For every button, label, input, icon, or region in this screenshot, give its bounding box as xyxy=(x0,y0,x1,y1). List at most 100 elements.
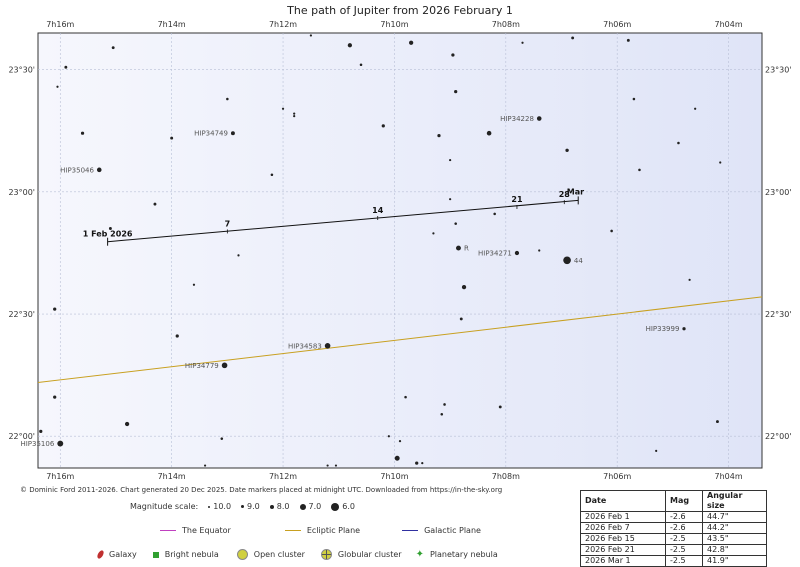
table-cell: 43.5" xyxy=(702,533,767,545)
chart-title: The path of Jupiter from 2026 February 1 xyxy=(287,4,513,17)
star xyxy=(536,116,542,121)
ra-tick-label-top: 7h08m xyxy=(492,20,520,29)
star xyxy=(571,36,575,40)
table-row: 2026 Feb 7 -2.6 44.2" xyxy=(580,522,767,534)
open-cluster-legend: Open cluster xyxy=(236,549,305,560)
star xyxy=(563,256,571,265)
object-legend: Galaxy Bright nebula Open cluster Globul… xyxy=(96,549,520,560)
jupiter-path xyxy=(107,199,579,243)
bright-nebula-icon xyxy=(152,551,159,558)
table-header-row: Date Mag Angular size xyxy=(580,490,767,512)
star xyxy=(688,278,691,281)
equator-legend: The Equator xyxy=(160,526,231,535)
credit-text: © Dominic Ford 2011-2026. Chart generate… xyxy=(20,486,503,494)
line-legend: The Equator Ecliptic Plane Galactic Plan… xyxy=(160,526,503,535)
star xyxy=(381,124,385,128)
star xyxy=(486,130,492,136)
galactic-plane-label: Galactic Plane xyxy=(424,526,481,535)
mag-9-label: 9.0 xyxy=(247,502,260,511)
star xyxy=(394,455,400,461)
mag-7-dot xyxy=(299,503,306,510)
star-label: HIP34271 xyxy=(478,249,512,257)
ephemeris-table: Date Mag Angular size 2026 Feb 1 -2.6 44.7… xyxy=(580,490,767,567)
star xyxy=(461,285,467,290)
table-cell: -2.6 xyxy=(665,511,703,523)
plot-area xyxy=(37,32,763,469)
star xyxy=(334,464,338,467)
star-label: HIP33999 xyxy=(646,325,680,333)
ra-tick-label-top: 7h06m xyxy=(603,20,631,29)
dec-tick-label-right: 22°30' xyxy=(765,310,792,319)
star xyxy=(53,307,57,311)
star xyxy=(293,114,296,118)
star xyxy=(96,167,102,173)
star xyxy=(454,222,457,225)
table-cell: 41.9" xyxy=(702,555,767,567)
star xyxy=(440,412,444,416)
star xyxy=(432,232,435,235)
star xyxy=(514,250,520,256)
ecliptic-line xyxy=(37,296,763,383)
dec-tick-label-right: 23°00' xyxy=(765,188,792,197)
table-row: 2026 Feb 15 -2.5 43.5" xyxy=(580,533,767,545)
table-cell: 42.8" xyxy=(702,544,767,556)
star xyxy=(53,395,57,399)
star xyxy=(309,34,312,37)
star xyxy=(324,343,331,349)
magnitude-legend: Magnitude scale: 10.0 9.0 8.0 7.0 6.0 xyxy=(130,502,365,511)
dec-tick-label-left: 22°30' xyxy=(8,310,35,319)
magnitude-scale-label: Magnitude scale: xyxy=(130,502,199,511)
mag-10-label: 10.0 xyxy=(213,502,232,511)
date-marker-label: 7 xyxy=(225,219,231,228)
table-cell: -2.5 xyxy=(665,555,703,567)
dec-tick-label-right: 23°30' xyxy=(765,66,792,75)
star xyxy=(220,437,224,440)
ecliptic-swatch xyxy=(284,530,301,531)
star xyxy=(359,63,363,67)
table-row: 2026 Mar 1 -2.5 41.9" xyxy=(580,555,767,567)
star xyxy=(456,245,461,251)
table-cell: -2.5 xyxy=(665,544,703,556)
globular-cluster-icon xyxy=(320,549,332,560)
table-cell: -2.6 xyxy=(665,522,703,534)
star xyxy=(610,229,613,233)
star xyxy=(498,405,502,409)
ra-tick-label-bottom: 7h16m xyxy=(46,472,74,480)
mag-10-dot xyxy=(208,505,211,508)
star xyxy=(449,158,452,162)
mag-7-label: 7.0 xyxy=(308,502,322,511)
ra-tick-label-bottom: 7h10m xyxy=(380,472,408,480)
table-cell: 44.7" xyxy=(702,511,767,523)
star xyxy=(270,173,274,177)
ra-tick-label-top: 7h10m xyxy=(380,20,408,29)
star-label: HIP34749 xyxy=(194,130,228,138)
bright-nebula-legend: Bright nebula xyxy=(152,550,219,559)
mag-10-item: 10.0 xyxy=(208,502,231,511)
star xyxy=(64,65,68,69)
star xyxy=(655,449,658,452)
open-cluster-icon xyxy=(236,549,248,560)
star-label: HIP34779 xyxy=(185,362,219,370)
star xyxy=(493,212,496,216)
star xyxy=(632,97,636,101)
star xyxy=(409,40,414,45)
star xyxy=(682,327,686,331)
star xyxy=(39,429,43,433)
star xyxy=(326,464,329,467)
star xyxy=(677,141,680,145)
star-label: HIP35046 xyxy=(60,166,94,174)
star-label: HIP35106 xyxy=(20,440,54,448)
star xyxy=(443,403,446,406)
star xyxy=(421,462,424,465)
ra-tick-label-bottom: 7h12m xyxy=(269,472,297,480)
dec-tick-label-right: 22°00' xyxy=(765,432,792,441)
table-row: 2026 Feb 21 -2.5 42.8" xyxy=(580,544,767,556)
table-cell: 2026 Feb 21 xyxy=(580,544,666,556)
globular-cluster-label: Globular cluster xyxy=(337,550,402,559)
date-marker-label: 21 xyxy=(511,195,523,204)
open-cluster-label: Open cluster xyxy=(253,550,305,559)
star-label: HIP34583 xyxy=(288,342,322,350)
globular-cluster-cross-v xyxy=(325,550,327,559)
equator-label: The Equator xyxy=(182,526,231,535)
ra-tick-label-top: 7h16m xyxy=(46,20,74,29)
